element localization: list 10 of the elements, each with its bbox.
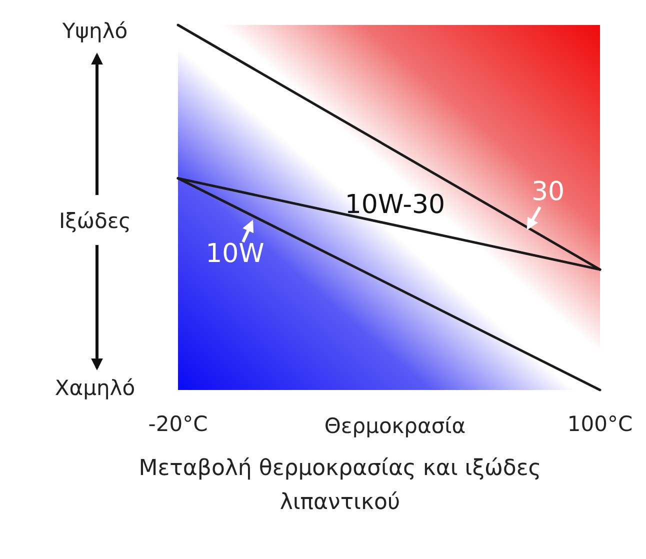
x-axis-title: Θερμοκρασία	[324, 414, 466, 438]
series-label: 10W-30	[344, 190, 446, 220]
y-axis-title: Ιξώδες	[58, 209, 132, 233]
series-label: 30	[531, 177, 565, 207]
text: Μεταβολή θερμοκρασίας και ιξώδες λιπαντικού	[138, 456, 542, 515]
text: Χαμηλό	[54, 376, 136, 400]
x-tick-label: -20°C	[148, 412, 208, 436]
text: Υψηλό	[61, 19, 128, 43]
x-tick-label: 100°C	[567, 412, 633, 436]
series-label: 10W	[206, 239, 264, 269]
